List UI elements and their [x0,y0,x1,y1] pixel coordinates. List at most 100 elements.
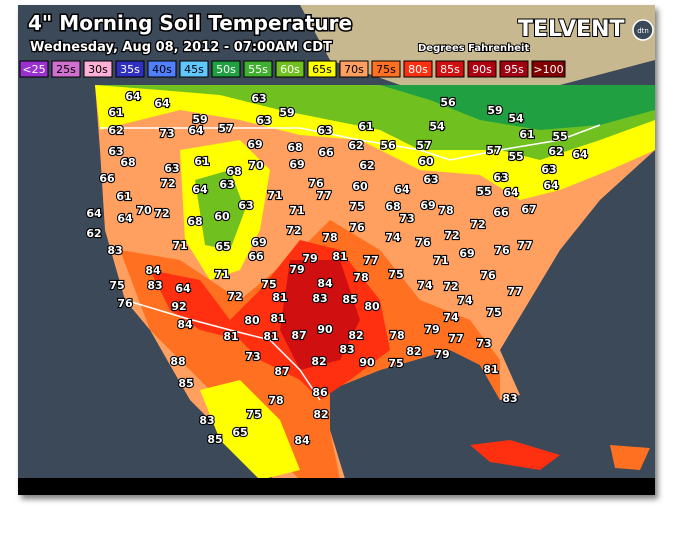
station-value: 87 [274,365,289,378]
station-value: 76 [349,221,365,234]
station-value: 62 [359,159,374,172]
station-value: 68 [226,165,241,178]
station-value: 73 [245,350,260,363]
station-value: 64 [503,186,519,199]
station-value: 78 [389,329,404,342]
station-value: 75 [261,278,276,291]
station-value: 82 [348,329,363,342]
station-value: 71 [433,254,448,267]
station-value: 77 [517,239,532,252]
station-value: 81 [332,250,347,263]
station-value: 74 [417,279,433,292]
station-value: 75 [486,306,501,319]
border-canada [100,124,601,161]
station-value: 69 [289,158,304,171]
station-value: 72 [444,229,459,242]
station-value: 71 [267,189,282,202]
legend-label: 75s [376,63,396,76]
station-value: 81 [263,330,278,343]
station-value: 64 [543,179,559,192]
zone-55 [380,85,655,130]
station-value: 63 [238,199,253,212]
station-value: 85 [178,377,193,390]
station-value: 68 [385,200,400,213]
station-value: 77 [448,332,463,345]
station-value: 77 [316,189,331,202]
station-value: 57 [218,122,233,135]
station-value: 71 [289,204,304,217]
legend-label: 80s [408,63,428,76]
station-value: 59 [279,106,294,119]
legend-label: >100 [533,63,563,76]
legend-swatch [467,60,497,78]
station-value: 62 [86,227,101,240]
stations: 64 64 63 56 61 59 59 59 54 62 73 64 57 63 63 61 54 61 63 69… [85,89,589,448]
zone-85 [280,260,360,370]
station-value: 81 [483,363,498,376]
station-value: 62 [108,124,123,137]
legend-label: 95s [504,63,524,76]
station-value: 64 [125,90,141,103]
legend-swatch [243,60,273,78]
station-value: 60 [352,180,368,193]
station-value: 77 [507,285,522,298]
station-value: 88 [170,355,185,368]
station-value: 87 [291,329,306,342]
legend-label: 50s [216,63,236,76]
legend-label: 45s [184,63,204,76]
station-value: 69 [459,247,474,260]
station-value: 72 [286,224,301,237]
legend-swatch [147,60,177,78]
station-value: 68 [287,141,302,154]
station-value: 78 [268,394,283,407]
units-label: Degrees Fahrenheit [418,43,529,54]
station-value: 76 [415,236,431,249]
station-value: 67 [521,203,536,216]
legend-swatch [51,60,81,78]
station-value: 60 [418,155,434,168]
station-value: 60 [214,210,230,223]
station-value: 55 [552,130,567,143]
legend-label: 55s [248,63,268,76]
legend-swatch [83,60,113,78]
legend-label: 90s [472,63,492,76]
station-value: 70 [136,204,152,217]
brand-logo [632,19,654,41]
station-value: 63 [317,124,332,137]
station-value: 75 [246,408,261,421]
zone-60-west [195,170,245,250]
bottom-band [18,478,655,495]
legend-label: 65s [312,63,332,76]
station-value: 80 [364,300,380,313]
title: 4" Morning Soil Temperature [28,11,352,35]
legend-swatch [531,60,566,78]
station-value: 59 [192,113,207,126]
legend-swatch [435,60,465,78]
station-value: 63 [423,173,438,186]
legend-label: 35s [120,63,140,76]
station-value: 68 [120,156,135,169]
station-value: 85 [207,433,222,446]
station-value: 61 [358,120,373,133]
station-value: 72 [227,290,242,303]
legend-swatch [19,60,49,78]
station-value: 71 [172,239,187,252]
station-value: 79 [302,252,317,265]
station-value: 56 [440,96,456,109]
station-value: 56 [380,139,396,152]
station-value: 74 [457,294,473,307]
station-value: 66 [248,250,264,263]
brand-mark: dtn [637,27,649,35]
station-value: 83 [199,414,214,427]
station-value: 65 [232,426,247,439]
station-value: 62 [548,145,563,158]
station-value: 75 [388,357,403,370]
legend-swatch [371,60,401,78]
station-value: 57 [486,144,501,157]
legend-label: 25s [56,63,76,76]
station-value: 76 [480,269,496,282]
station-value: 75 [109,279,124,292]
station-value: 79 [434,348,449,361]
